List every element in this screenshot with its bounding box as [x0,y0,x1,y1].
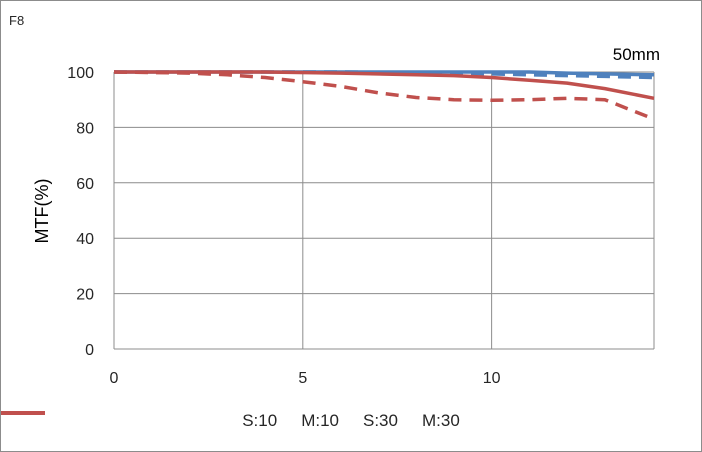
legend: S:10 M:10 S:30 M:30 [1,409,701,433]
legend-label: M:10 [301,411,339,430]
x-tick-label: 0 [110,370,119,387]
x-tick-labels: 0 5 10 [110,370,501,387]
y-tick-label: 100 [67,65,94,82]
legend-item: M:30 [1,411,460,431]
x-tick-label: 10 [483,370,501,387]
y-tick-labels: 0 20 40 60 80 100 [67,65,94,359]
aperture-label: F8 [9,13,25,28]
y-tick-label: 60 [76,176,94,193]
y-tick-label: 40 [76,231,94,248]
legend-item: S:10 [1,411,278,431]
series-line-s-30 [114,70,655,101]
legend-label: S:30 [363,411,398,430]
series-lines [113,70,655,121]
legend-item: S:30 [1,411,398,431]
legend-item: M:10 [1,411,339,431]
y-tick-label: 20 [76,287,94,304]
focal-length-annotation: 50mm [613,45,660,64]
legend-label: S:10 [242,411,278,430]
legend-swatch [1,411,45,415]
x-tick-label: 5 [298,370,307,387]
y-tick-label: 80 [76,120,94,137]
y-tick-label: 0 [85,342,94,359]
legend-label: M:30 [421,411,460,430]
grid [113,71,655,350]
y-axis-label: MTF(%) [32,179,52,244]
series-line-m-30 [113,70,655,121]
